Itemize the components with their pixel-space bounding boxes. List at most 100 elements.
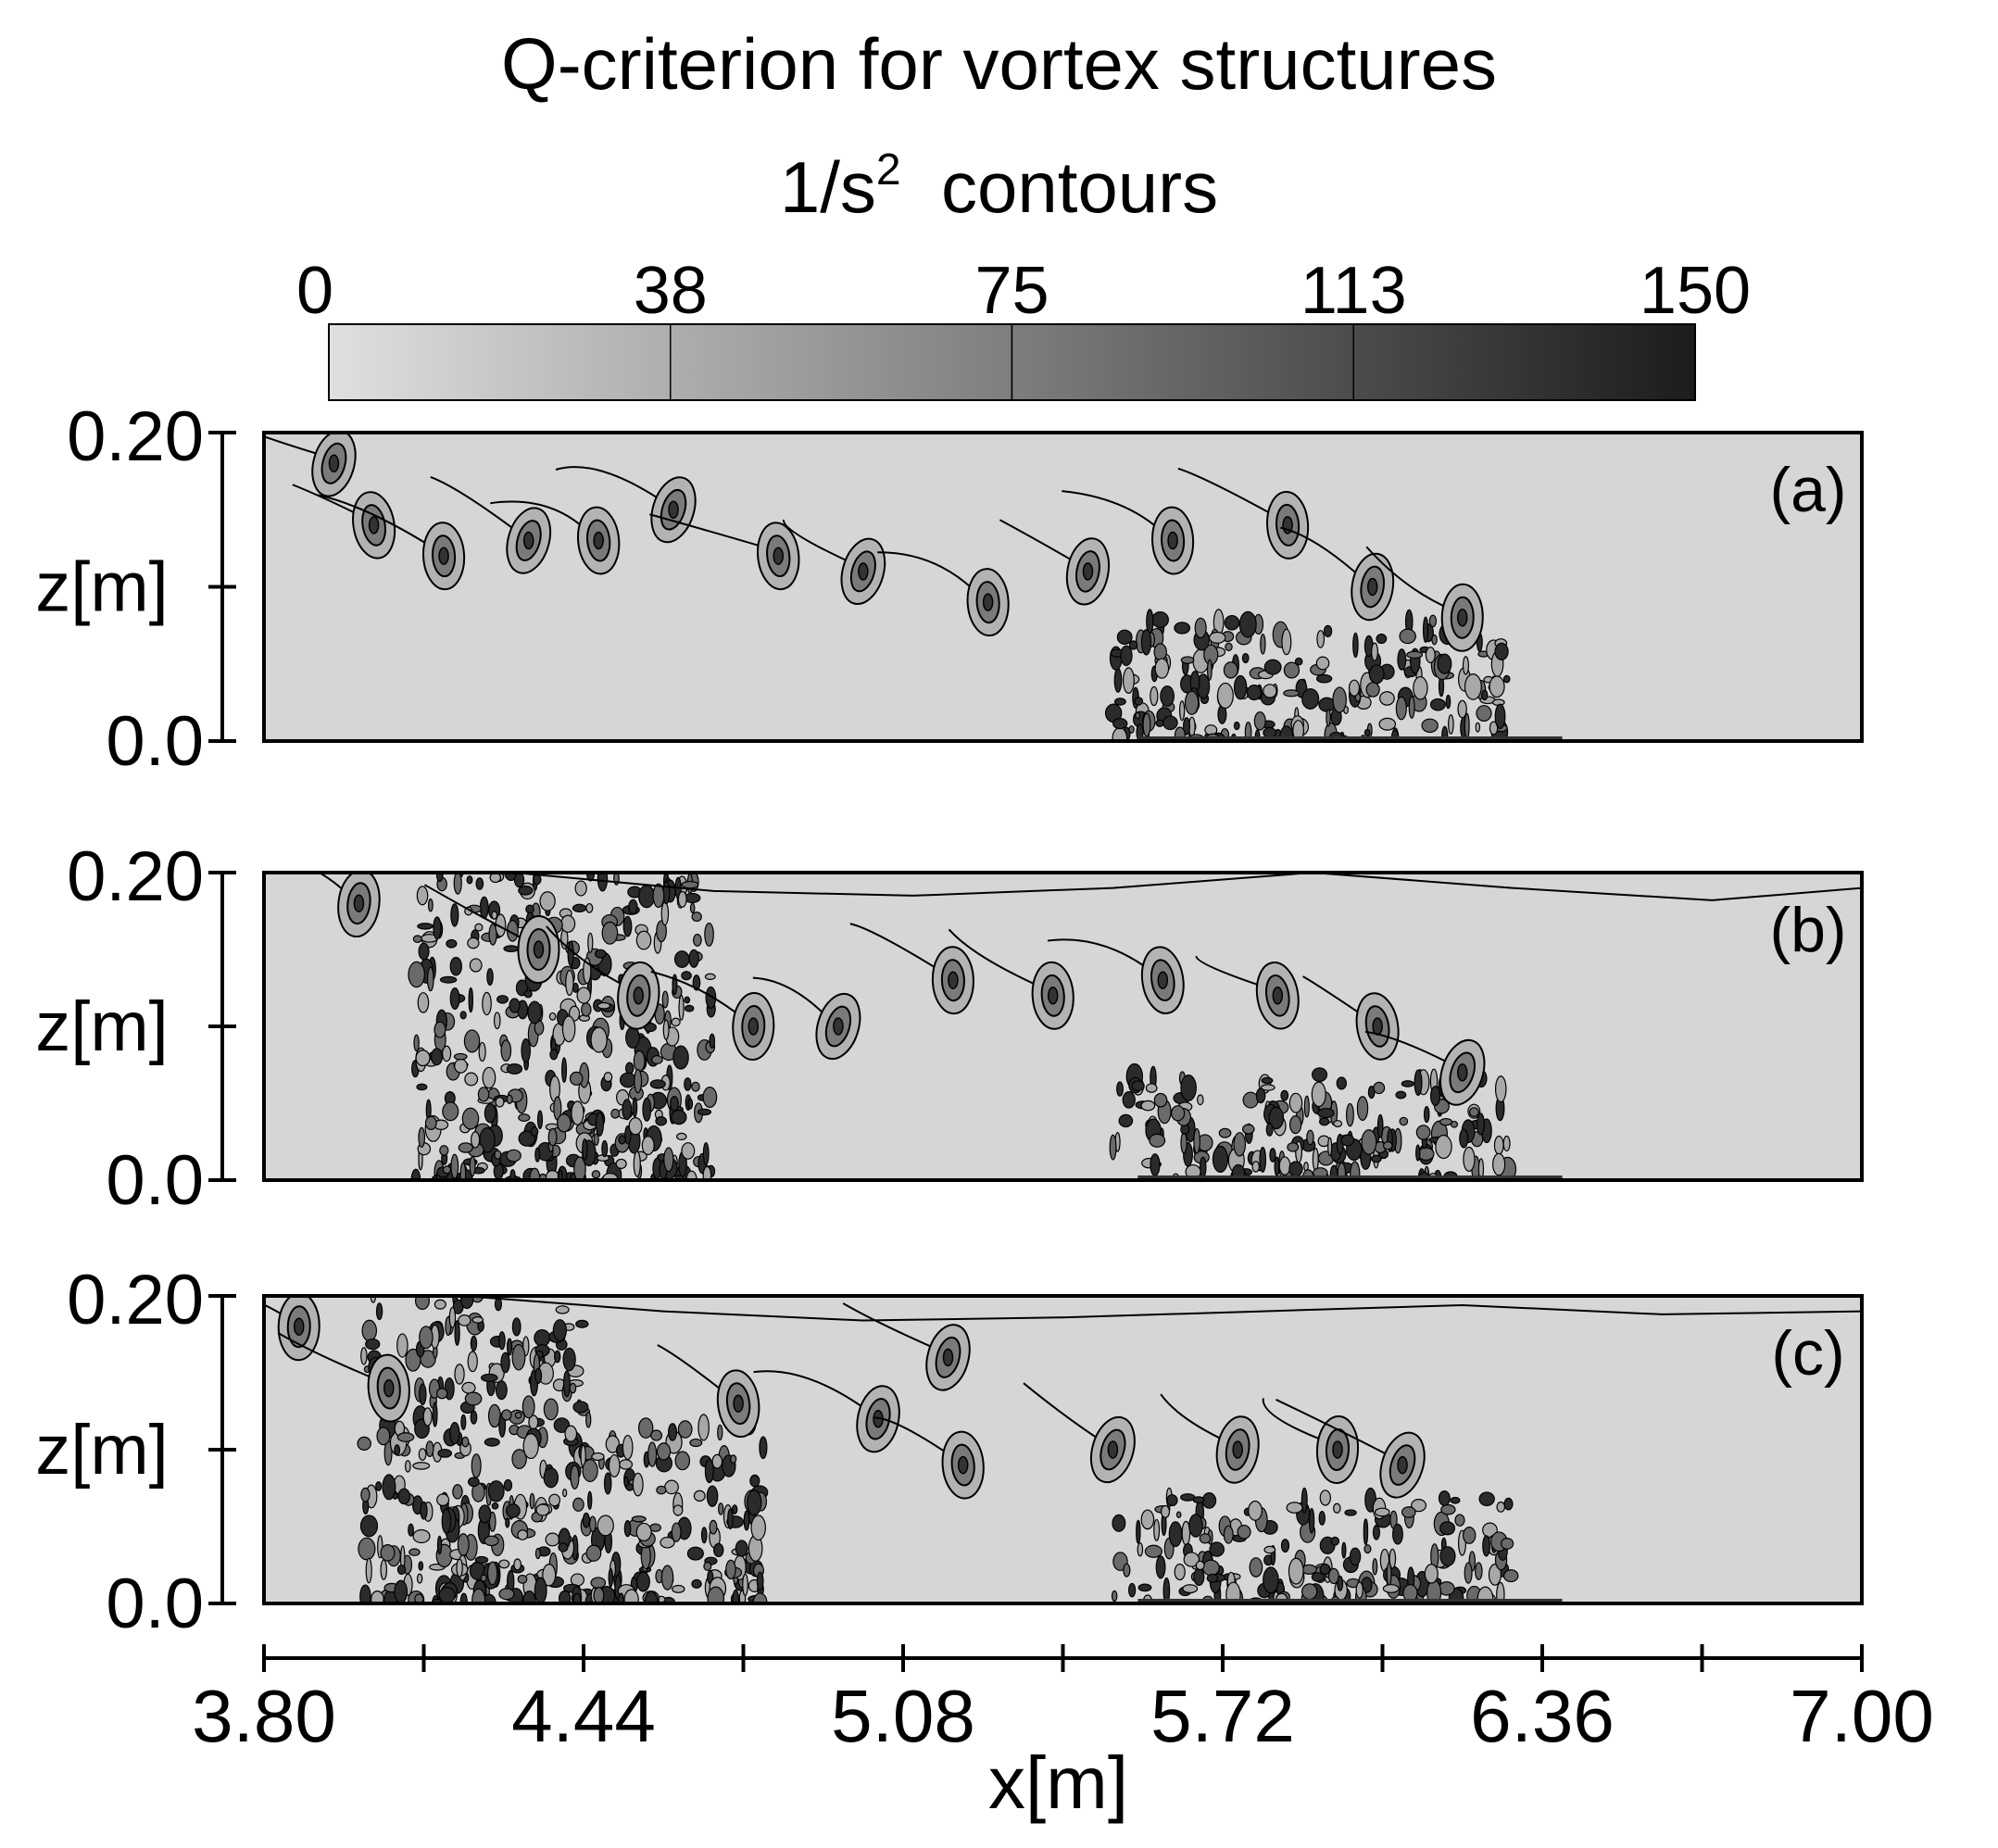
vortex-core <box>1272 987 1284 1005</box>
turbulence-blob <box>461 1381 476 1394</box>
turbulence-blob <box>1195 1560 1205 1571</box>
turbulence-blob <box>1457 699 1467 719</box>
turbulence-blob <box>506 1338 513 1356</box>
panel-frame <box>262 431 1864 743</box>
turbulence-blob <box>1502 674 1511 684</box>
turbulence-blob <box>759 1436 768 1460</box>
turbulence-blob <box>424 1115 437 1131</box>
y-tick-label: 0.0 <box>106 1141 204 1220</box>
turbulence-blob <box>408 1523 414 1537</box>
turbulence-blob <box>1424 1564 1439 1584</box>
turbulence-blob <box>561 1015 576 1043</box>
turbulence-blob <box>1503 1497 1514 1511</box>
turbulence-blob <box>545 1532 560 1547</box>
turbulence-blob <box>1144 1544 1162 1558</box>
turbulence-blob <box>365 1557 372 1584</box>
turbulence-blob <box>481 1373 498 1383</box>
turbulence-blob <box>590 1577 607 1590</box>
vortex-core <box>593 531 604 550</box>
turbulence-blob <box>633 1050 646 1073</box>
turbulence-blob <box>1174 1563 1186 1581</box>
turbulence-blob <box>1301 687 1320 710</box>
turbulence-blob <box>631 1515 647 1523</box>
turbulence-blob <box>651 1055 663 1064</box>
turbulence-blob <box>553 1417 571 1434</box>
turbulence-blob <box>1168 1521 1183 1548</box>
turbulence-blob <box>1374 1507 1390 1517</box>
turbulence-blob <box>1489 675 1505 698</box>
turbulence-blob <box>459 1296 474 1310</box>
turbulence-blob <box>1244 722 1252 741</box>
turbulence-blob <box>1233 721 1240 731</box>
vortex-filament <box>1177 467 1279 519</box>
turbulence-blob <box>1303 1095 1310 1118</box>
y-tick-label: 0.20 <box>67 837 204 916</box>
turbulence-blob <box>1112 717 1128 730</box>
turbulence-blob <box>1263 726 1276 738</box>
turbulence-blob <box>1140 1509 1155 1530</box>
turbulence-blob <box>1327 1137 1333 1157</box>
turbulence-blob <box>1140 629 1152 656</box>
turbulence-blob <box>1111 1590 1118 1603</box>
turbulence-blob <box>436 1535 443 1555</box>
turbulence-blob <box>1166 1494 1178 1507</box>
vortex-filament <box>430 475 521 534</box>
turbulence-blob <box>623 1476 629 1488</box>
turbulence-blob <box>442 1101 459 1122</box>
vortex-core <box>368 516 380 534</box>
vortex-core <box>982 593 994 611</box>
vortex-core <box>833 1017 844 1036</box>
turbulence-blob <box>371 1590 384 1603</box>
turbulence-blob <box>1312 1067 1328 1083</box>
turbulence-blob <box>509 1169 516 1180</box>
turbulence-blob <box>1462 656 1470 675</box>
subtitle-unit-base: 1/s <box>779 146 876 228</box>
turbulence-blob <box>567 940 574 967</box>
turbulence-blob <box>1386 1562 1392 1587</box>
turbulence-blob <box>1406 650 1424 660</box>
vortex-core <box>533 940 545 959</box>
turbulence-blob <box>417 923 434 930</box>
panel-label: (a) <box>1769 455 1846 525</box>
turbulence-blob <box>1197 1094 1204 1106</box>
turbulence-blob <box>1355 1581 1363 1599</box>
turbulence-blob <box>495 1097 505 1108</box>
turbulence-blob <box>572 982 579 993</box>
turbulence-blob <box>530 1126 539 1137</box>
turbulence-blob <box>1463 1527 1477 1544</box>
turbulence-blob <box>449 1421 460 1445</box>
turbulence-blob <box>484 1103 496 1124</box>
turbulence-blob <box>396 1564 407 1576</box>
turbulence-blob <box>1253 711 1266 731</box>
turbulence-blob <box>1429 698 1446 711</box>
vortex-core <box>1457 1063 1468 1082</box>
turbulence-blob <box>396 1333 408 1358</box>
turbulence-blob <box>673 950 690 968</box>
turbulence-blob <box>1180 656 1195 664</box>
colorbar-tick-label: 75 <box>974 254 1049 328</box>
turbulence-blob <box>1488 1564 1502 1586</box>
colorbar-tick-label: 38 <box>634 254 708 328</box>
turbulence-blob <box>1154 658 1170 679</box>
y-axis-label: z[m] <box>35 987 169 1066</box>
turbulence-blob <box>558 1590 572 1603</box>
turbulence-blob <box>1372 1558 1378 1576</box>
turbulence-blob <box>565 969 574 997</box>
turbulence-blob <box>1315 656 1330 671</box>
turbulence-blob <box>1454 1514 1465 1527</box>
turbulence-blob <box>1199 1533 1212 1544</box>
turbulence-blob <box>404 1460 411 1473</box>
turbulence-blob <box>1212 1145 1229 1173</box>
x-tick-label: 7.00 <box>1790 1675 1934 1757</box>
turbulence-blob <box>469 1155 476 1176</box>
turbulence-blob <box>1401 1506 1416 1518</box>
turbulence-blob <box>495 913 507 937</box>
turbulence-blob <box>618 1135 626 1145</box>
turbulence-blob <box>672 1045 689 1070</box>
turbulence-blob <box>470 1335 478 1351</box>
turbulence-blob <box>1312 1147 1319 1172</box>
vortex-core <box>1232 1440 1243 1459</box>
turbulence-blob <box>522 1433 539 1460</box>
turbulence-blob <box>434 1021 446 1038</box>
turbulence-blob <box>534 1548 541 1560</box>
